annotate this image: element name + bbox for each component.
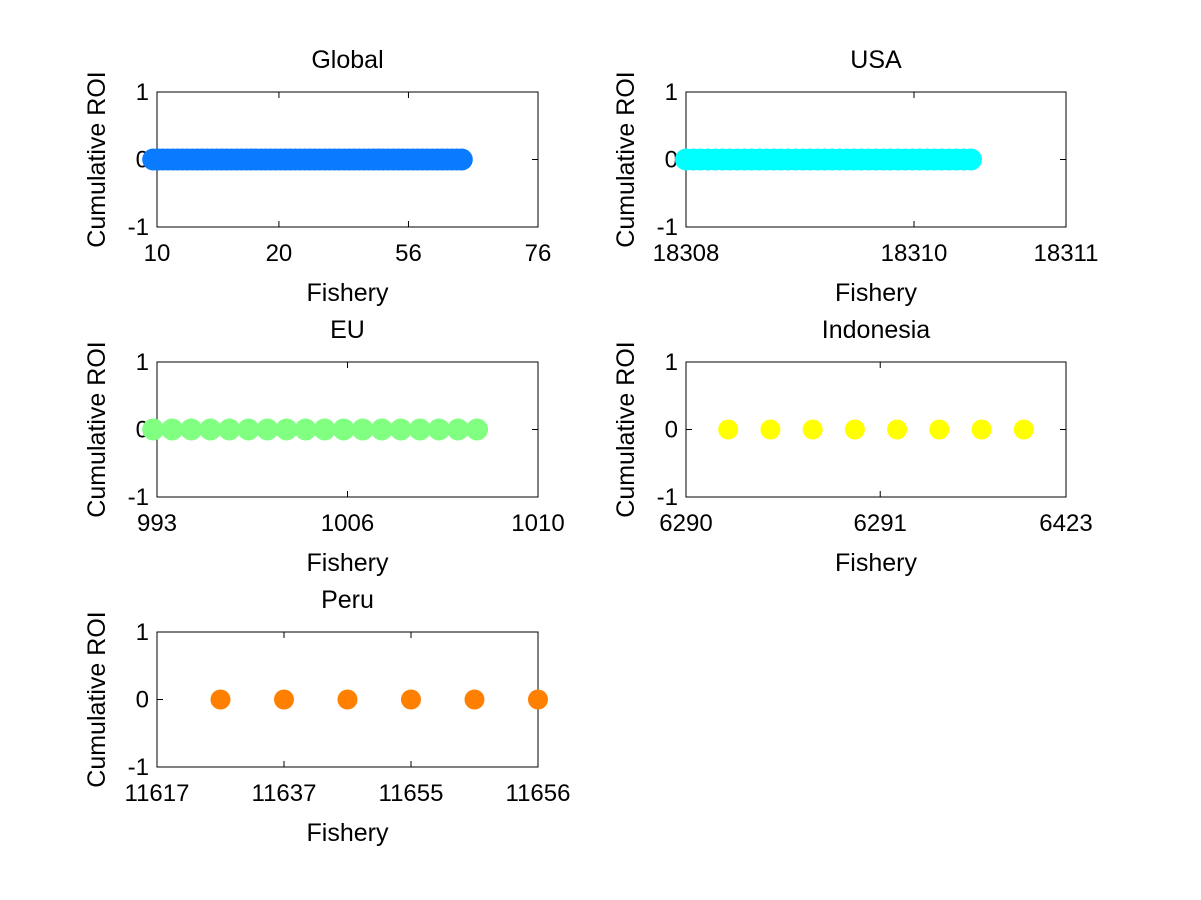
data-point [218, 418, 241, 441]
y-axis-label: Cumulative ROI [612, 71, 640, 247]
x-tick-label: 1010 [511, 510, 564, 537]
data-point [528, 689, 548, 710]
data-point [887, 419, 908, 440]
subplot-eu: -10199310061010EUFisheryCumulative ROI [83, 316, 565, 577]
y-tick-label: 0 [665, 147, 678, 174]
data-point [237, 418, 260, 441]
y-axis-label: Cumulative ROI [83, 341, 111, 517]
y-tick-label: 1 [136, 349, 149, 376]
subplot-title: USA [850, 46, 902, 74]
y-tick-label: -1 [128, 214, 149, 241]
x-tick-label: 6291 [854, 510, 907, 537]
x-tick-label: 18311 [1034, 240, 1099, 267]
data-point [971, 419, 992, 440]
x-axis-label: Fishery [307, 819, 389, 847]
y-axis-label: Cumulative ROI [83, 71, 111, 247]
subplot-title: EU [330, 316, 365, 344]
data-point [389, 418, 412, 441]
data-point [294, 418, 317, 441]
x-axis-label: Fishery [307, 549, 389, 577]
data-point [929, 419, 950, 440]
data-point [1013, 419, 1034, 440]
x-axis-label: Fishery [835, 549, 917, 577]
subplot-title: Global [311, 46, 383, 74]
data-point [275, 418, 298, 441]
data-point [337, 689, 358, 710]
subplot-peru: -1 0 1 11617 11637 11655 11656 Peru Fishery Cumul… [83, 586, 570, 847]
data-point [464, 689, 485, 710]
subplot-title: Indonesia [822, 316, 931, 344]
x-tick-label: 18308 [653, 240, 720, 267]
data-point [274, 689, 294, 710]
y-tick-label: 0 [665, 417, 678, 444]
x-tick-label: 11655 [379, 780, 444, 807]
data-point [210, 689, 231, 710]
x-tick-label: 10 [144, 240, 171, 267]
x-tick-label: 1006 [321, 510, 374, 537]
data-point [351, 418, 374, 441]
data-point [370, 418, 393, 441]
subplot-indonesia: -1 0 1 6290 6291 6423 Indonesia Fishery Cumulati… [612, 316, 1093, 577]
data-point [450, 148, 473, 171]
y-tick-label: -1 [657, 214, 678, 241]
data-point [760, 419, 781, 440]
data-point [802, 419, 823, 440]
data-point [142, 418, 165, 441]
data-point [332, 418, 355, 441]
y-tick-label: 1 [665, 349, 678, 376]
x-tick-label: 6423 [1039, 510, 1092, 537]
y-tick-label: -1 [657, 484, 678, 511]
subplot-usa: -1 0 1 18308 18310 18311 USA Fishery Cumulative … [612, 46, 1098, 307]
x-tick-label: 20 [266, 240, 293, 267]
axes-box [685, 361, 1067, 498]
x-tick-label: 11617 [125, 780, 190, 807]
data-point [466, 418, 489, 441]
data-point [180, 418, 203, 441]
data-point [401, 689, 421, 710]
x-tick-label: 56 [395, 240, 422, 267]
y-tick-label: 1 [136, 619, 149, 646]
data-point [408, 418, 431, 441]
subplot-title: Peru [321, 586, 374, 614]
data-point [718, 419, 739, 440]
data-point [446, 418, 469, 441]
x-axis-label: Fishery [307, 279, 389, 307]
data-point [161, 418, 184, 441]
x-tick-label: 6290 [659, 510, 712, 537]
subplot-global: -10110205676GlobalFisheryCumulative ROI [83, 46, 551, 307]
y-tick-label: -1 [128, 754, 149, 781]
x-tick-label: 18310 [881, 240, 948, 267]
x-tick-label: 11656 [506, 780, 571, 807]
y-tick-label: 1 [136, 79, 149, 106]
y-tick-label: 0 [136, 687, 149, 714]
x-axis-label: Fishery [835, 279, 917, 307]
data-point [199, 418, 222, 441]
data-point [844, 419, 865, 440]
data-point [313, 418, 336, 441]
y-tick-label: 1 [665, 79, 678, 106]
y-axis-label: Cumulative ROI [612, 341, 640, 517]
y-axis-label: Cumulative ROI [83, 611, 111, 787]
data-point [427, 418, 450, 441]
x-tick-label: 993 [137, 510, 177, 537]
data-point [960, 148, 982, 171]
x-tick-label: 11637 [252, 780, 317, 807]
y-tick-label: -1 [128, 484, 149, 511]
x-tick-label: 76 [525, 240, 552, 267]
data-point [256, 418, 279, 441]
